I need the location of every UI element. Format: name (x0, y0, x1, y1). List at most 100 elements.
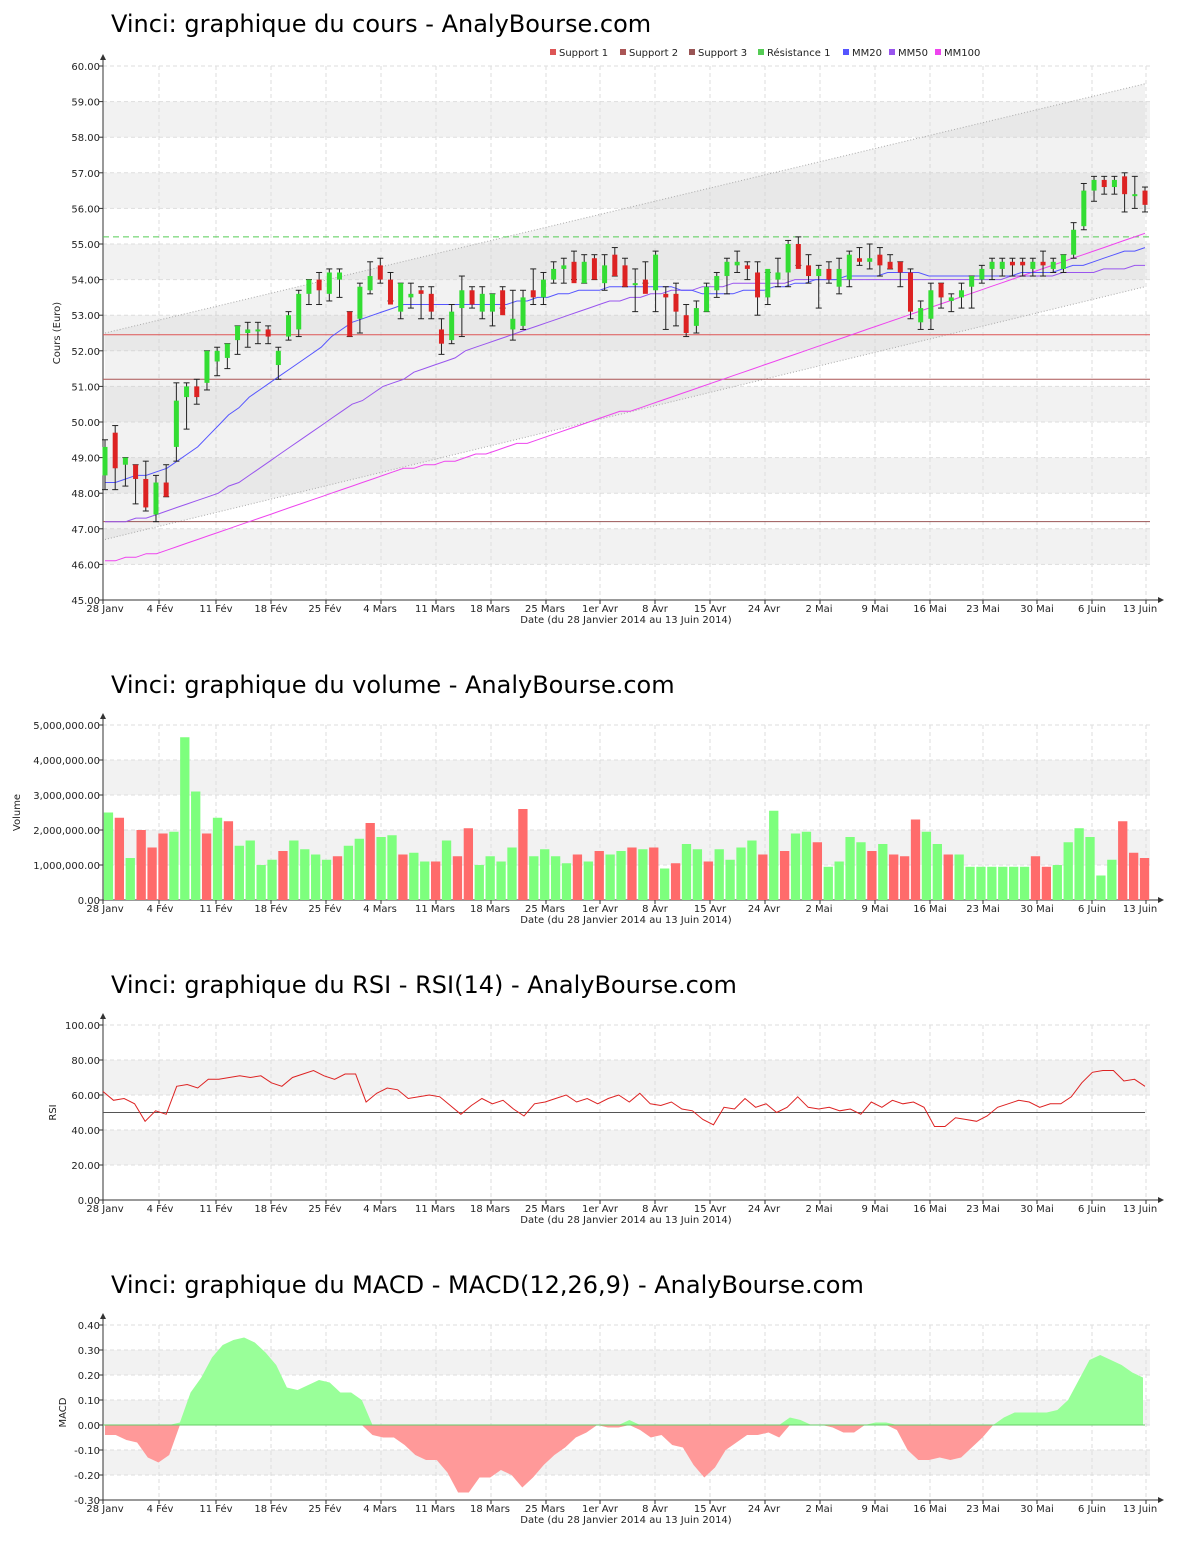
rsi-ytick-label: 0.00 (78, 1196, 100, 1207)
volume-y-axis-label: Volume (12, 794, 23, 831)
volume-bar (649, 847, 659, 900)
rsi-ytick-label: 20.00 (71, 1161, 100, 1172)
rsi-xtick-label: 4 Mars (363, 1204, 397, 1215)
candle-body (224, 343, 230, 358)
candle-body (714, 276, 720, 291)
candle-body (347, 311, 353, 337)
volume-bar (430, 861, 441, 900)
volume-bar (256, 865, 266, 900)
volume-bar (779, 851, 790, 900)
rsi-xtick-label: 11 Fév (199, 1203, 232, 1215)
macd-xtick-label: 16 Mai (913, 1504, 946, 1515)
candle (601, 254, 608, 291)
candle (1050, 257, 1057, 273)
volume-bar (976, 866, 986, 900)
price-xtick-label: 25 Fév (308, 603, 341, 615)
candle-body (755, 272, 761, 298)
candle-body (632, 283, 638, 286)
candle (713, 271, 720, 298)
candle-body (479, 293, 485, 312)
volume-bar (540, 849, 550, 900)
candle-body (275, 350, 281, 366)
candle-body (1071, 229, 1077, 255)
candle-body (367, 276, 373, 291)
candle-body (846, 254, 852, 280)
macd-xtick-label: 9 Mai (861, 1504, 888, 1515)
candle (927, 282, 934, 330)
candle-body (112, 432, 118, 469)
candle (1101, 175, 1108, 195)
candle-body (704, 286, 710, 312)
rsi-xtick-label: 18 Mars (470, 1204, 510, 1215)
candle (132, 464, 139, 505)
candle-body (286, 315, 292, 337)
volume-ytick-label: 2,000,000.00 (33, 826, 100, 837)
candle (448, 304, 455, 345)
volume-bar (812, 842, 823, 900)
candle (469, 286, 476, 309)
volume-bar (954, 854, 964, 900)
macd-xtick-label: 25 Mars (525, 1504, 565, 1515)
candle-body (510, 318, 516, 330)
candle (550, 261, 557, 284)
volume-bar (1030, 856, 1041, 900)
candle-body (1060, 254, 1066, 269)
macd-xtick-label: 2 Mai (805, 1504, 832, 1515)
volume-ytick-label: 0.00 (78, 896, 100, 907)
macd-y-axis-arrow (100, 1313, 106, 1319)
candle-body (551, 268, 557, 280)
macd-xtick-label: 8 Avr (642, 1504, 669, 1515)
candle (825, 261, 832, 284)
candle (907, 268, 914, 320)
volume-bar (420, 861, 430, 900)
candle-body (744, 265, 750, 269)
candle-body (520, 297, 526, 326)
volume-x-axis-arrow (1158, 897, 1164, 903)
macd-ytick-label: 0.20 (78, 1371, 100, 1382)
macd-x-axis-arrow (1158, 1497, 1164, 1503)
price-ytick-label: 59.00 (71, 98, 100, 109)
rsi-xtick-label: 4 Fév (147, 1203, 174, 1215)
rsi-ytick-label: 100.00 (65, 1021, 100, 1032)
candle (1029, 257, 1036, 277)
volume-xtick-label: 18 Mars (470, 904, 510, 915)
volume-xtick-label: 23 Mai (966, 904, 999, 915)
candle (652, 250, 659, 313)
volume-ytick-label: 5,000,000.00 (33, 721, 100, 732)
volume-bar (376, 837, 386, 900)
macd-xtick-label: 6 Juin (1078, 1504, 1106, 1515)
volume-bar (1139, 858, 1150, 900)
candle-body (1020, 261, 1026, 266)
price-ytick-label: 47.00 (71, 525, 100, 536)
candle (897, 261, 904, 288)
candle (326, 268, 333, 302)
candle-body (979, 268, 985, 280)
candle (183, 382, 190, 430)
candle (887, 254, 894, 270)
price-channel-lower (104, 286, 1146, 540)
candle (836, 257, 843, 295)
price-xtick-label: 30 Mai (1020, 604, 1053, 615)
candle (622, 257, 628, 288)
volume-bar (594, 851, 604, 900)
volume-bar (736, 847, 746, 900)
volume-bar (278, 851, 288, 900)
volume-bar (1009, 866, 1019, 900)
rsi-x-axis-label: Date (du 28 Janvier 2014 au 13 Juin 2014… (520, 1215, 732, 1226)
volume-bar (103, 812, 114, 900)
price-ytick-label: 48.00 (71, 489, 100, 500)
candle (938, 282, 945, 309)
volume-bar (114, 817, 125, 900)
candle-body (469, 290, 475, 305)
volume-xtick-label: 24 Avr (748, 904, 781, 915)
candle-body (693, 308, 699, 326)
candle-body (734, 261, 740, 266)
candle-body (173, 400, 179, 447)
volume-bar (518, 809, 528, 900)
rsi-xtick-label: 9 Mai (861, 1204, 888, 1215)
legend-label: Support 2 (629, 48, 678, 59)
price-ytick-label: 51.00 (71, 382, 100, 393)
candle-body (571, 261, 577, 284)
volume-bar (965, 866, 975, 900)
macd-xtick-label: 4 Fév (147, 1503, 174, 1515)
